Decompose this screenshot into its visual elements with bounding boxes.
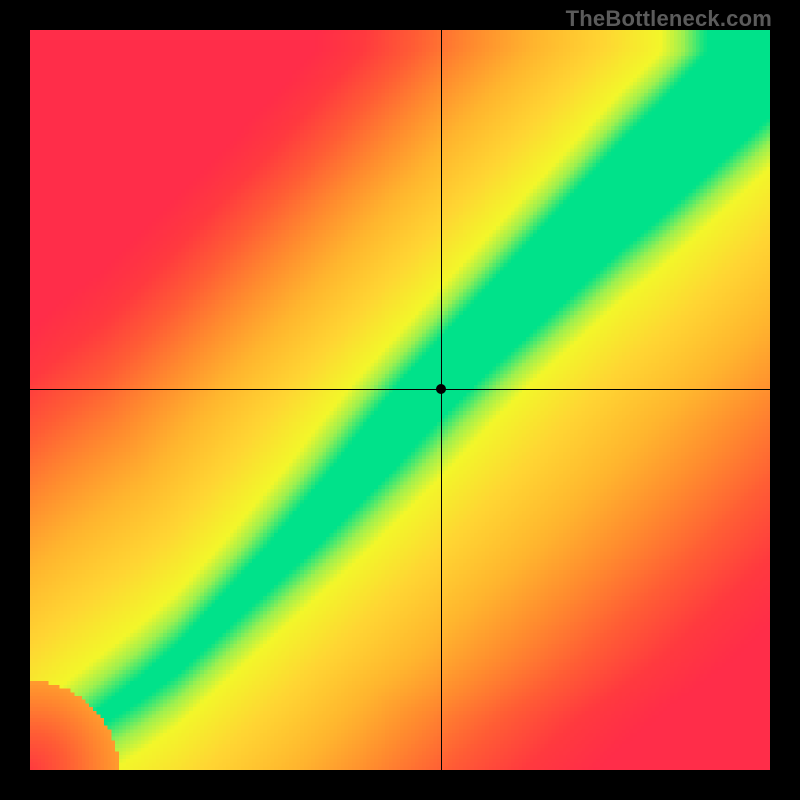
chart-container: TheBottleneck.com	[0, 0, 800, 800]
crosshair-vertical	[441, 30, 442, 770]
bottleneck-heatmap	[30, 30, 770, 770]
site-watermark: TheBottleneck.com	[566, 6, 772, 32]
crosshair-marker	[436, 384, 446, 394]
crosshair-horizontal	[30, 389, 770, 390]
